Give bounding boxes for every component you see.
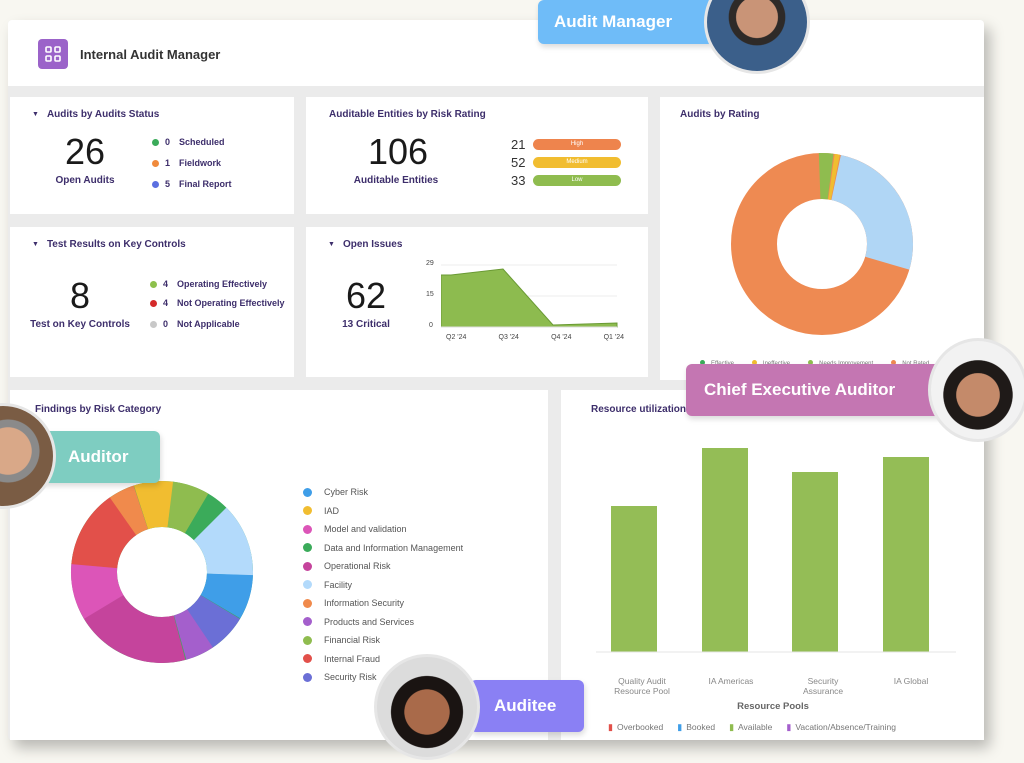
card-title: Findings by Risk Category <box>35 404 162 415</box>
risk-medium: 52 Medium <box>511 155 621 170</box>
key-controls-label: Test on Key Controls <box>30 319 130 330</box>
legend-item[interactable]: Operational Risk <box>303 557 463 576</box>
legend-item[interactable]: Data and Information Management <box>303 539 463 558</box>
findings-legend: Cyber Risk IAD Model and validation Data… <box>303 483 463 687</box>
entities-label: Auditable Entities <box>353 175 439 186</box>
legend-item[interactable]: ▮ Vacation/Absence/Training <box>786 722 896 732</box>
card-title[interactable]: ▼ Open Issues <box>328 239 403 250</box>
status-final-report: 5 Final Report <box>152 179 232 189</box>
control-operating: 4 Operating Effectively <box>150 279 267 289</box>
card-title[interactable]: ▼ Audits by Audits Status <box>32 109 160 120</box>
bar-label: IA Global <box>893 676 929 686</box>
dashboard-window: Internal Audit Manager ▼ Audits by Audits… <box>8 20 984 740</box>
card-title: Auditable Entities by Risk Rating <box>329 109 486 120</box>
role-badge-auditor: Auditor <box>36 431 160 483</box>
legend-item[interactable]: Financial Risk <box>303 631 463 650</box>
open-issues-value: 62 <box>345 275 387 316</box>
card-title: Resource utilization <box>591 404 687 415</box>
audits-rating-donut[interactable] <box>730 152 914 336</box>
top-bar: Internal Audit Manager <box>8 20 984 86</box>
resource-bar-chart[interactable] <box>596 430 956 662</box>
legend-item[interactable]: Security Risk <box>303 668 463 687</box>
legend-item[interactable]: Information Security <box>303 594 463 613</box>
legend-item[interactable]: Facility <box>303 576 463 595</box>
collapse-icon[interactable]: ▼ <box>32 110 39 118</box>
key-controls-card: ▼ Test Results on Key Controls 8 Test on … <box>10 227 294 377</box>
entities-value: 106 <box>367 131 429 172</box>
legend-item[interactable]: Internal Fraud <box>303 650 463 669</box>
collapse-icon[interactable]: ▼ <box>32 240 39 248</box>
legend-item[interactable]: ▮ Available <box>729 722 773 732</box>
avatar-auditee <box>374 654 480 760</box>
bar-label: Quality Audit Resource Pool <box>614 676 670 696</box>
risk-high: 21 High <box>511 137 621 152</box>
open-issues-card: ▼ Open Issues 62 13 Critical 29 15 0 Q2 '… <box>306 227 648 377</box>
risk-low: 33 Low <box>511 173 621 188</box>
critical-issues-label: 13 Critical <box>342 319 390 330</box>
open-audits-label: Open Audits <box>55 175 115 186</box>
status-fieldwork: 1 Fieldwork <box>152 158 221 168</box>
resource-legend: ▮ Overbooked ▮ Booked ▮ Available ▮ Vacation… <box>608 722 896 733</box>
entities-card: Auditable Entities by Risk Rating 106 Au… <box>306 97 648 214</box>
legend-item[interactable]: Model and validation <box>303 520 463 539</box>
x-axis-ticks: Q2 '24 Q3 '24 Q4 '24 Q1 '24 <box>446 334 624 341</box>
app-title: Internal Audit Manager <box>80 47 221 62</box>
status-scheduled: 0 Scheduled <box>152 137 225 147</box>
control-not-applicable: 0 Not Applicable <box>150 319 240 329</box>
bar-chart-icon: ▮ <box>608 722 613 732</box>
legend-item[interactable]: ▮ Booked <box>677 722 716 732</box>
role-badge-chief-executive-auditor: Chief Executive Auditor <box>686 364 956 416</box>
legend-item[interactable]: Cyber Risk <box>303 483 463 502</box>
open-issues-area-chart[interactable] <box>441 263 619 331</box>
bar-chart-icon: ▮ <box>786 722 792 732</box>
legend-item[interactable]: Products and Services <box>303 613 463 632</box>
audits-status-card: ▼ Audits by Audits Status 26 Open Audits … <box>10 97 294 214</box>
legend-item[interactable]: IAD <box>303 502 463 521</box>
grid-apps-icon[interactable] <box>38 39 68 69</box>
card-title: Audits by Rating <box>680 109 760 120</box>
bar-chart-icon: ▮ <box>729 722 735 732</box>
open-audits-value: 26 <box>64 131 106 172</box>
legend-item[interactable]: ▮ Overbooked <box>608 722 664 732</box>
bar-label: Security Assurance <box>803 676 844 696</box>
findings-donut[interactable] <box>70 480 254 664</box>
audits-rating-card: Audits by Rating Effective Ineffective N… <box>660 97 984 380</box>
collapse-icon[interactable]: ▼ <box>328 240 335 248</box>
x-axis-title: Resource Pools <box>737 701 809 712</box>
key-controls-value: 8 <box>69 275 91 316</box>
bar-label: IA Americas <box>708 676 754 686</box>
bar-chart-icon: ▮ <box>677 722 683 732</box>
avatar-chief-executive-auditor <box>928 338 1024 442</box>
card-title[interactable]: ▼ Test Results on Key Controls <box>32 239 186 250</box>
control-not-operating: 4 Not Operating Effectively <box>150 298 285 308</box>
resource-card: Resource utilization <box>561 390 984 740</box>
role-badge-auditee: Auditee <box>470 680 584 732</box>
